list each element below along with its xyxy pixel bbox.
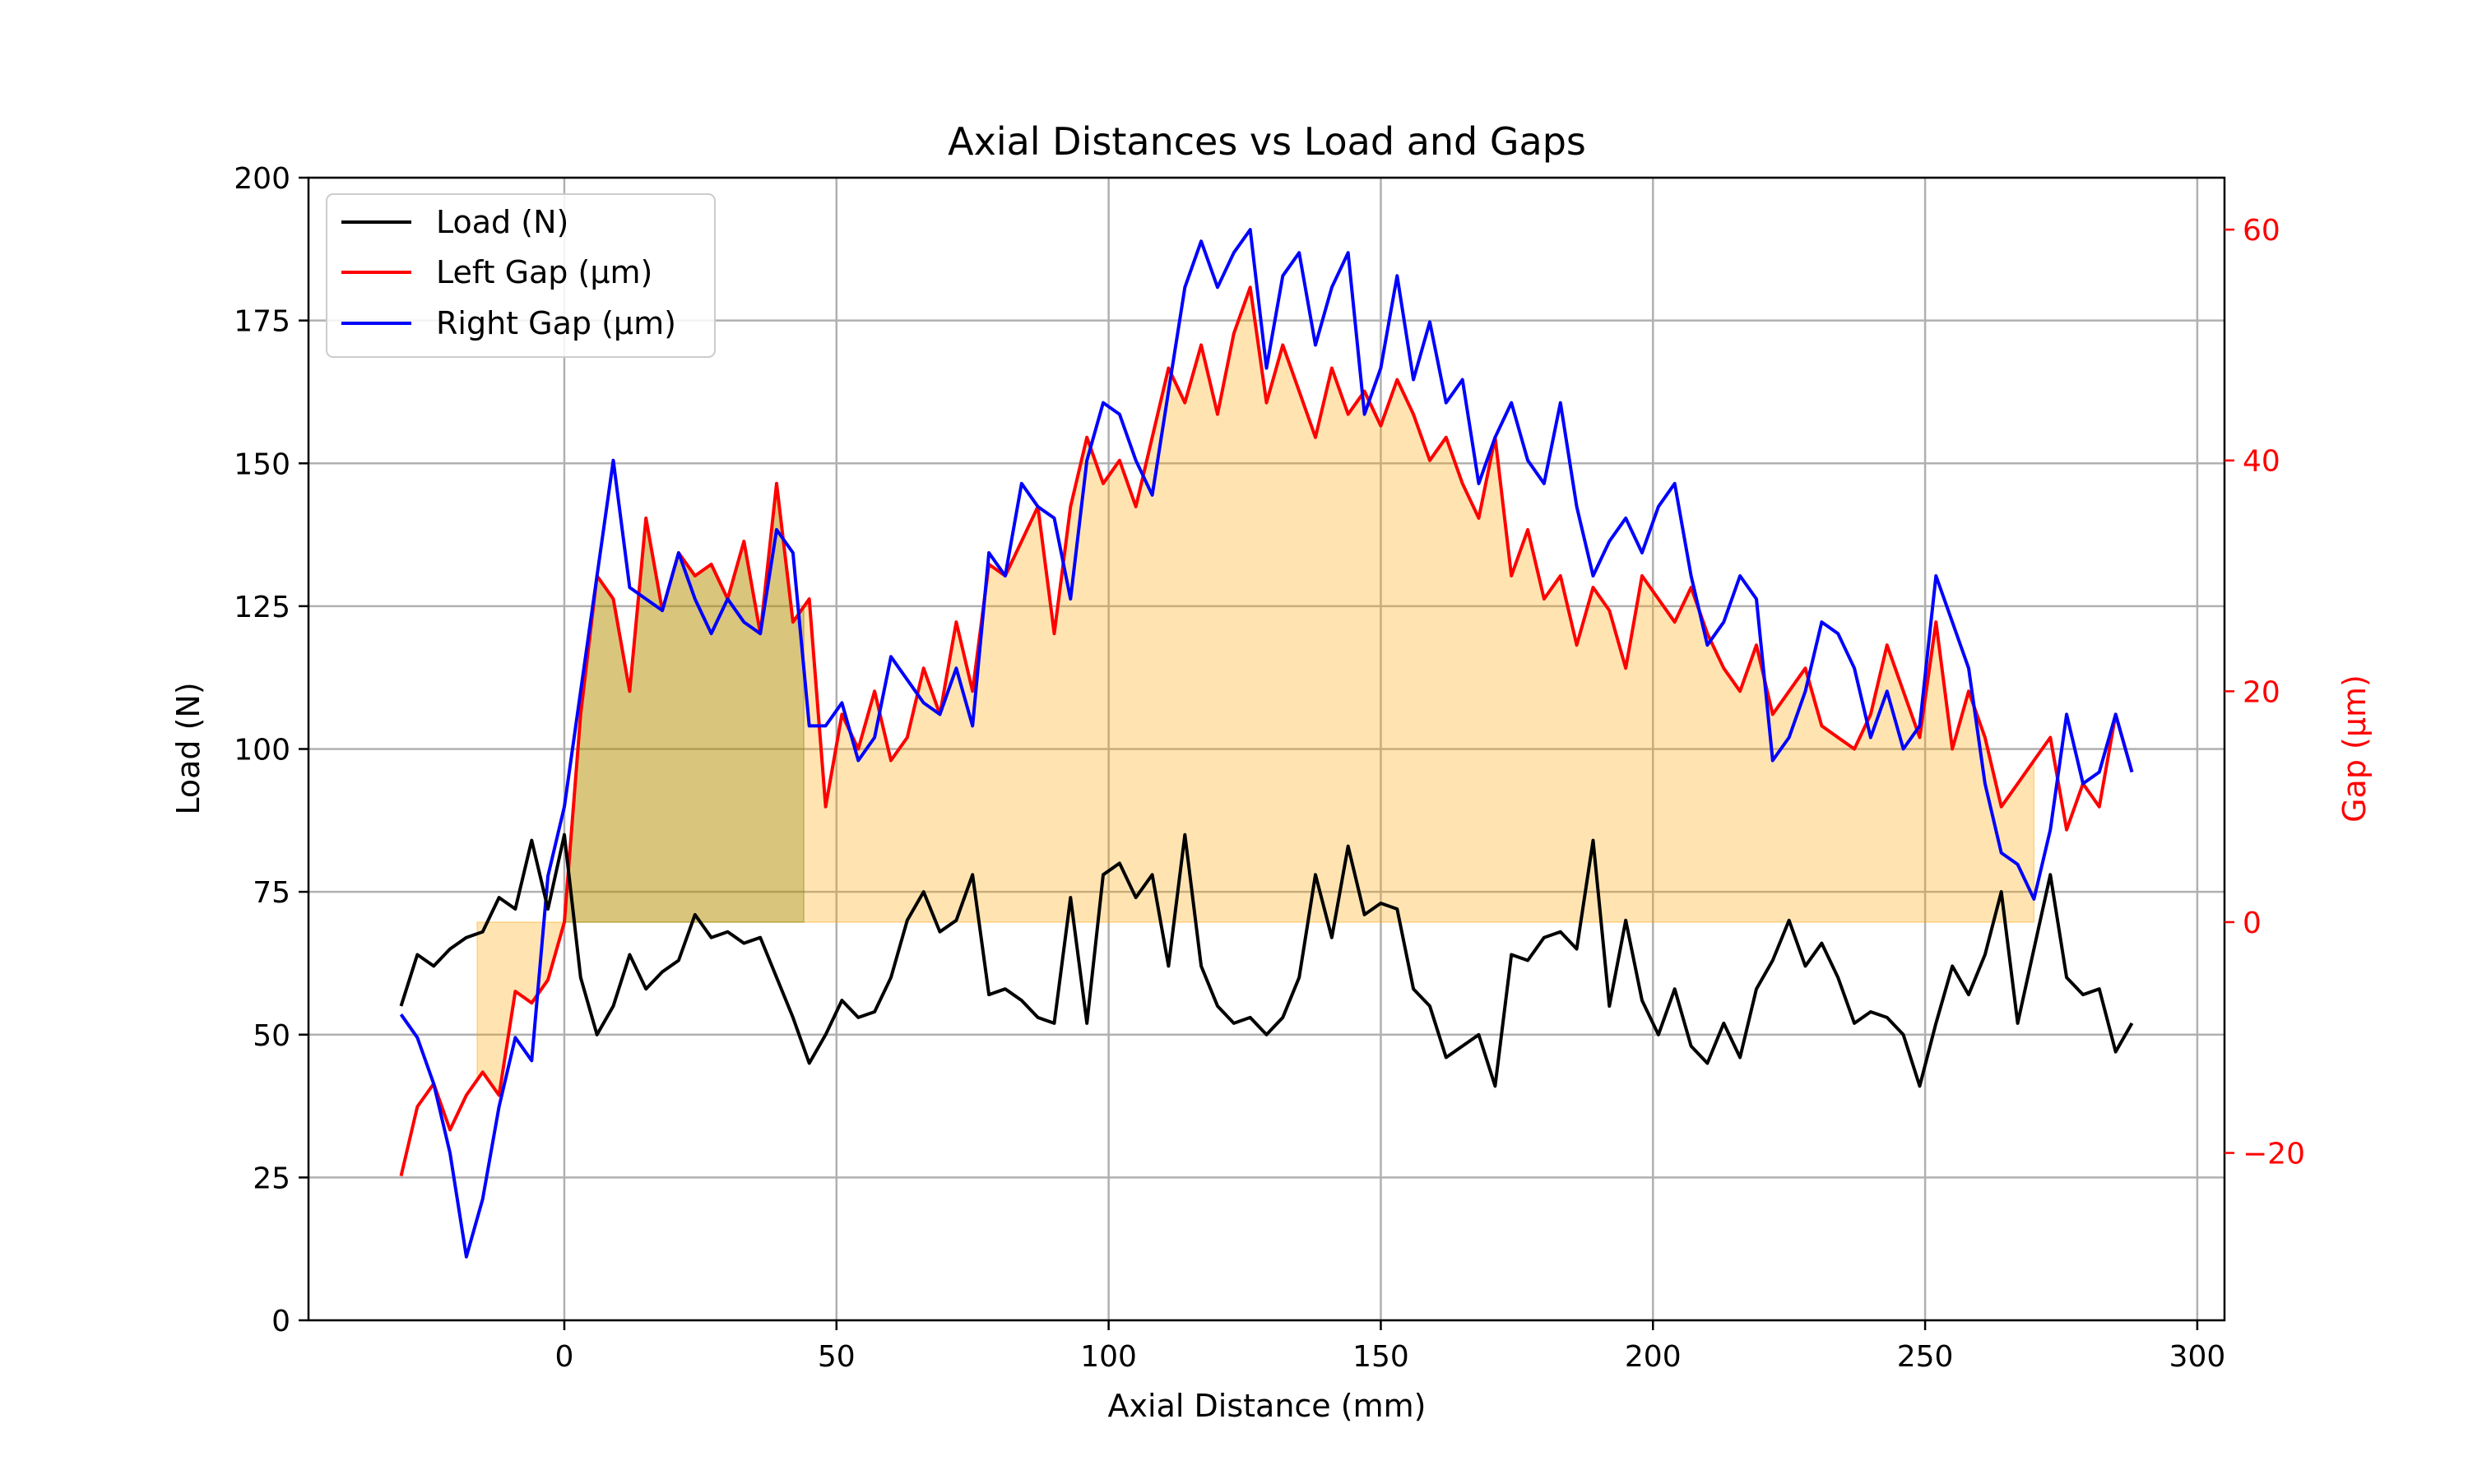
y-tick-label: 200 (234, 162, 290, 196)
y-tick-label: 75 (253, 876, 290, 910)
left-gap-line (399, 285, 2134, 1177)
chart-title: Axial Distances vs Load and Gaps (948, 119, 1586, 164)
y-tick-label: 150 (234, 448, 290, 481)
x-tick-label: 100 (1080, 1340, 1137, 1374)
x-axis-label: Axial Distance (mm) (1108, 1388, 1427, 1424)
y2-tick-label: 60 (2243, 214, 2280, 248)
x-tick-label: 0 (555, 1340, 574, 1374)
y-tick-label: 100 (234, 734, 290, 768)
legend: Load (N) Left Gap (μm) Right Gap (μm) (326, 193, 716, 358)
x-tick-label: 150 (1352, 1340, 1409, 1374)
y-axis-label: Load (N) (170, 682, 206, 814)
ticks: 0 50 100 150 200 250 3000255075100125150175200… (234, 162, 2305, 1374)
legend-label-left-gap: Left Gap (μm) (436, 254, 652, 290)
y-tick-label: 50 (253, 1019, 290, 1053)
y2-tick-label: 0 (2243, 907, 2262, 940)
x-tick-label: 300 (2169, 1340, 2226, 1374)
load-line (399, 832, 2134, 1088)
y-tick-label: 0 (271, 1305, 290, 1338)
y2-tick-label: −20 (2243, 1138, 2305, 1171)
x-tick-label: 200 (1625, 1340, 1682, 1374)
legend-label-right-gap: Right Gap (μm) (436, 305, 676, 341)
y2-axis-label: Gap (μm) (2336, 675, 2373, 823)
y2-tick-label: 20 (2243, 675, 2280, 709)
series-lines (399, 228, 2134, 1259)
y-tick-label: 25 (253, 1162, 290, 1195)
y-tick-label: 125 (234, 591, 290, 624)
y2-tick-label: 40 (2243, 445, 2280, 479)
right-gap-line (399, 228, 2134, 1259)
y-tick-label: 175 (234, 305, 290, 339)
legend-label-load: Load (N) (436, 204, 568, 240)
x-tick-label: 50 (818, 1340, 856, 1374)
legend-box (326, 193, 716, 358)
x-tick-label: 250 (1897, 1340, 1954, 1374)
